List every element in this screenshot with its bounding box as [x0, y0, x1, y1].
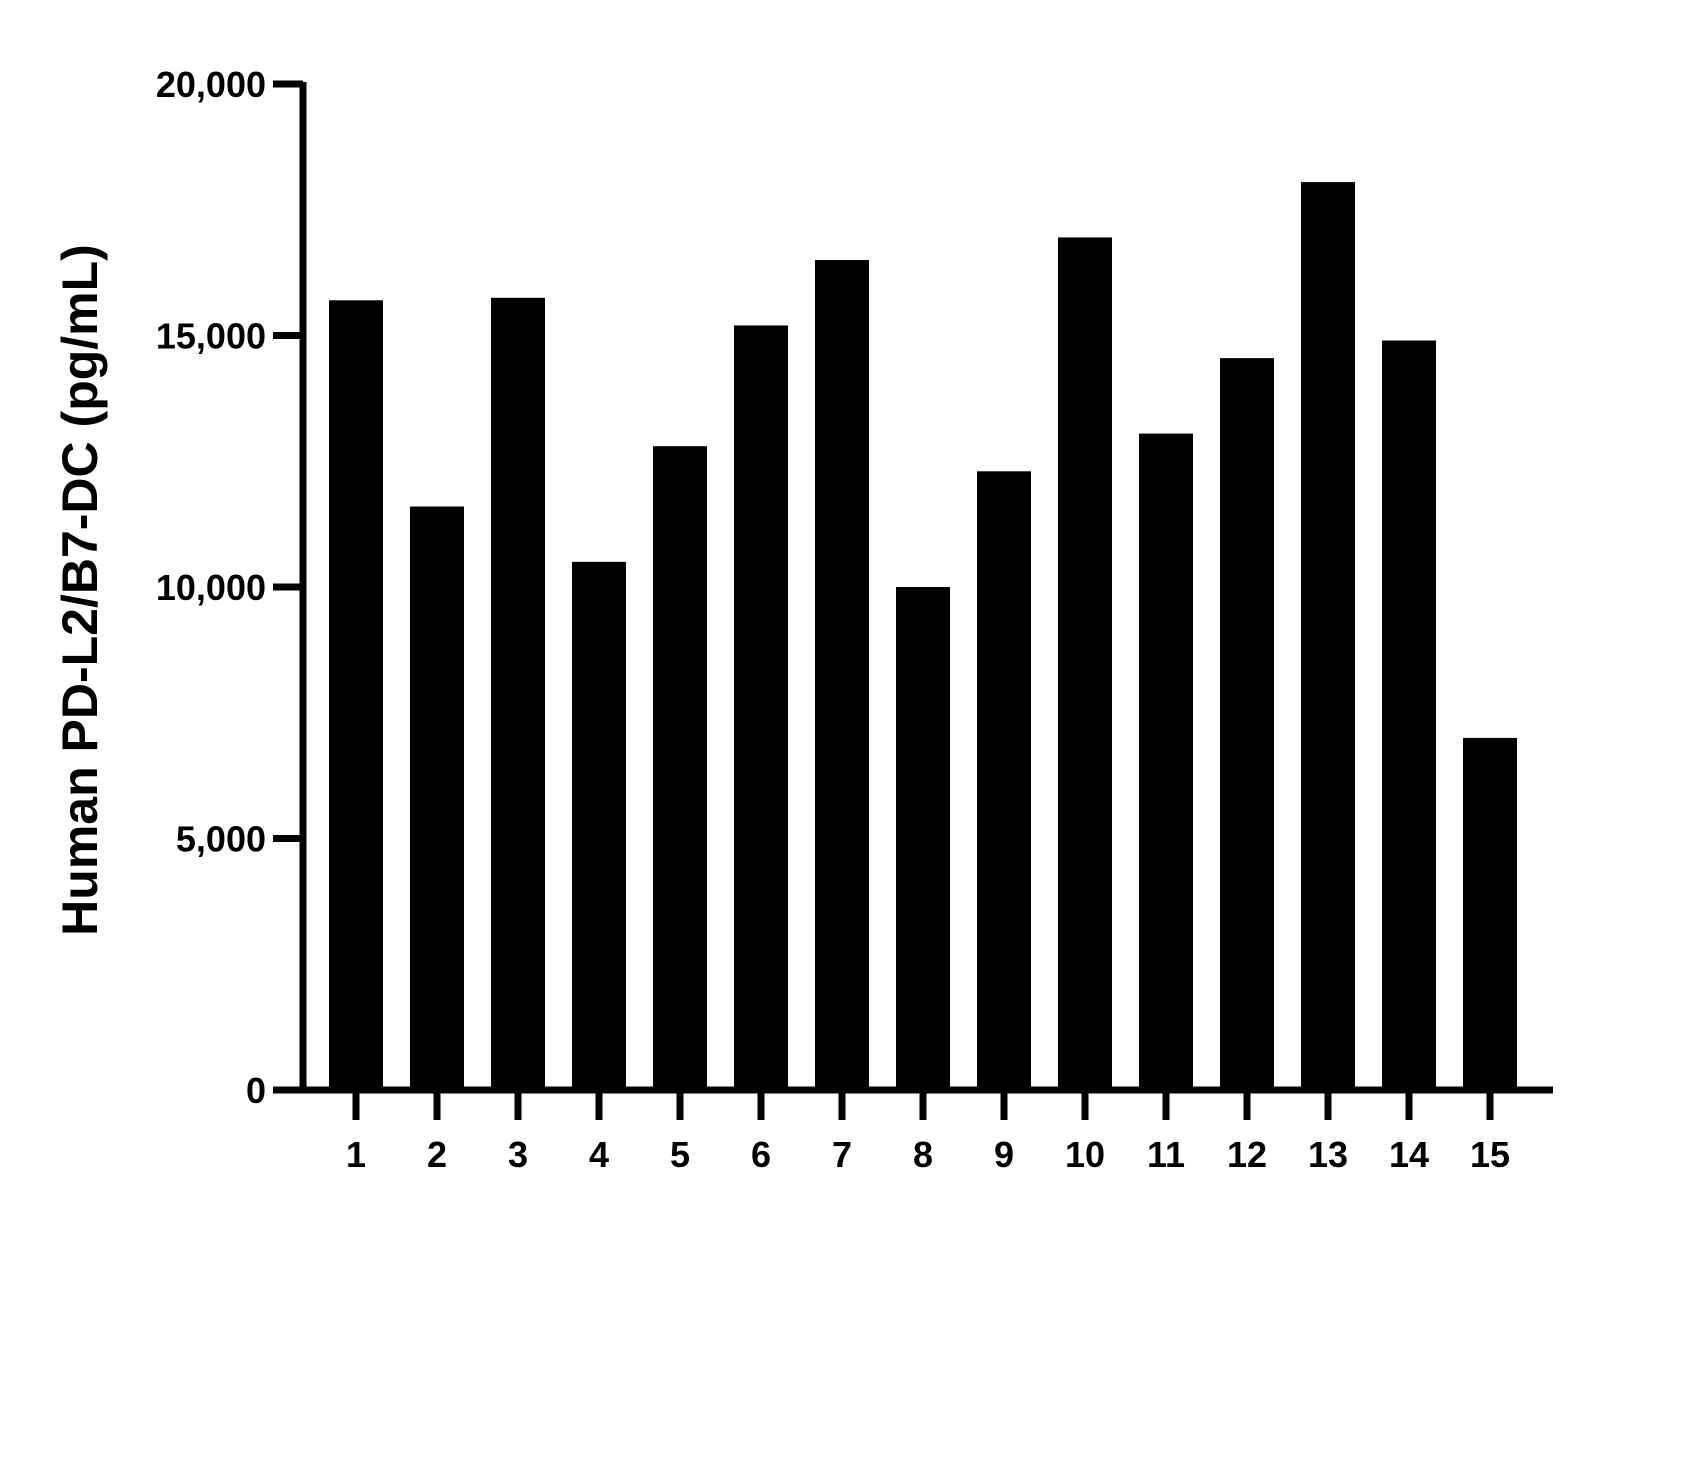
x-tick-label: 15 [1470, 1134, 1510, 1175]
y-axis-title: Human PD-L2/B7-DC (pg/mL) [52, 244, 108, 936]
x-tick-label: 1 [346, 1134, 366, 1175]
bar-4 [572, 561, 626, 1090]
x-tick-label: 10 [1065, 1134, 1105, 1175]
y-tick-label: 15,000 [156, 316, 266, 357]
x-tick-label: 12 [1227, 1134, 1267, 1175]
bar-15 [1463, 737, 1517, 1090]
bar-10 [1058, 237, 1112, 1091]
x-tick-label: 5 [670, 1134, 690, 1175]
bar-9 [977, 471, 1031, 1090]
bar-13 [1301, 182, 1355, 1090]
bar-5 [653, 446, 707, 1090]
y-tick-label: 5,000 [176, 819, 266, 860]
bar-7 [815, 260, 869, 1090]
bar-11 [1139, 433, 1193, 1091]
y-tick-label: 20,000 [156, 64, 266, 105]
axes-group [273, 80, 1553, 1120]
x-tick-label: 14 [1389, 1134, 1429, 1175]
bar-14 [1382, 340, 1436, 1090]
bar-2 [410, 506, 464, 1090]
bar-8 [896, 587, 950, 1090]
x-tick-label: 9 [994, 1134, 1014, 1175]
x-tick-label: 6 [751, 1134, 771, 1175]
bar-6 [734, 325, 788, 1090]
x-tick-label: 3 [508, 1134, 528, 1175]
bar-3 [491, 297, 545, 1090]
bar-12 [1220, 358, 1274, 1090]
x-tick-label: 13 [1308, 1134, 1348, 1175]
bars-group [329, 182, 1517, 1091]
x-tick-label: 8 [913, 1134, 933, 1175]
y-tick-label: 0 [246, 1070, 266, 1111]
x-tick-label: 4 [589, 1134, 609, 1175]
x-tick-label: 7 [832, 1134, 852, 1175]
x-tick-label: 11 [1147, 1134, 1185, 1175]
x-tick-label: 2 [427, 1134, 447, 1175]
y-tick-label: 10,000 [156, 567, 266, 608]
bar-1 [329, 300, 383, 1090]
